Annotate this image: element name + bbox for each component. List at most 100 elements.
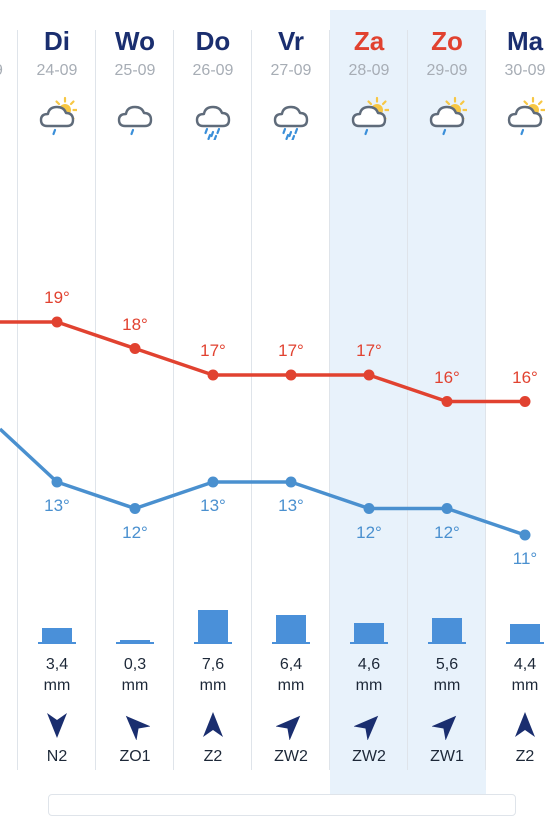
precip-unit: mm: [121, 677, 149, 694]
precip-baseline: [506, 642, 544, 644]
wind-label: Z2: [515, 748, 535, 765]
cloud-drizzle-icon: [115, 96, 155, 136]
high-temp-label: 17°: [200, 341, 226, 360]
precip-unit: mm: [199, 677, 227, 694]
low-temp-label: 12°: [434, 522, 460, 542]
day-name: Wo: [115, 26, 155, 56]
day-date: 27-09: [270, 62, 312, 79]
day-column-wo[interactable]: Wo 25-09 18° 12° 0,3 mm ZO1: [96, 0, 174, 800]
high-temp-point: [363, 369, 375, 381]
wind-label: ZW2: [352, 748, 386, 765]
precip-baseline: [38, 642, 76, 644]
wind-direction-arrow-icon: [353, 710, 384, 741]
day-date: 30-09: [504, 62, 546, 79]
precip-value: 3,4: [45, 656, 69, 673]
high-temp-label: 16°: [512, 367, 538, 387]
high-temp-label: 17°: [278, 341, 304, 360]
high-temp-line: [0, 320, 525, 404]
day-name: Ma: [506, 26, 544, 56]
wind-label: ZW2: [274, 748, 308, 765]
high-temp-point: [207, 369, 219, 381]
low-temp-label: 12°: [122, 522, 148, 542]
day-column-vr[interactable]: Vr 27-09 17° 13° 6,4 mm ZW2: [252, 0, 330, 800]
low-temp-label: 13°: [200, 496, 226, 515]
partly-cloudy-sun-drizzle-icon: [349, 96, 391, 136]
precip-value: 0,3: [123, 656, 147, 673]
column-divider: [17, 30, 18, 770]
precip-bar: [198, 610, 228, 642]
low-temp-point: [129, 503, 141, 514]
day-column-do[interactable]: Do 26-09 17° 13° 7,6 mm Z2: [174, 0, 252, 800]
wind-label: ZW1: [430, 748, 464, 765]
day-column-za[interactable]: Za 28-09 17° 12° 4,6 mm ZW2: [330, 0, 408, 800]
precip-bar: [510, 623, 540, 642]
details-panel-edge: [48, 794, 516, 816]
precip-bar: [354, 622, 384, 642]
precip-baseline: [116, 642, 154, 644]
wind-direction-arrow-icon: [120, 710, 151, 741]
precip-value: 6,4: [279, 656, 303, 673]
high-temp-label: 19°: [44, 288, 70, 307]
day-column-di[interactable]: Di 24-09 19° 13° 3,4 mm N2: [18, 0, 96, 800]
precip-bar: [432, 618, 462, 642]
low-temp-point: [207, 476, 219, 488]
precip-unit: mm: [355, 677, 383, 694]
day-column-ma[interactable]: Ma 30-09 16° 11° 4,4 mm Z2: [486, 0, 560, 800]
low-temp-label: 12°: [356, 522, 382, 542]
precip-unit: mm: [433, 677, 461, 694]
day-name: Di: [44, 26, 70, 56]
high-temp-point: [51, 316, 63, 328]
wind-label: ZO1: [119, 748, 151, 765]
precip-bar: [42, 627, 72, 642]
low-temp-point: [519, 529, 531, 541]
column-divider: [407, 30, 408, 770]
precip-value: 4,4: [513, 656, 537, 673]
precip-value: 4,6: [357, 656, 381, 673]
low-temp-label: 13°: [278, 496, 304, 515]
precip-bar: [276, 615, 306, 642]
wind-direction-arrow-icon: [275, 710, 306, 741]
day-date: 25-09: [114, 62, 156, 79]
low-temp-label: 11°: [512, 549, 538, 568]
high-temp-point: [129, 343, 141, 354]
partly-cloudy-sun-drizzle-icon: [505, 96, 547, 136]
weekend-highlight: [330, 10, 486, 800]
precip-baseline: [272, 642, 310, 644]
day-date: 29-09: [426, 62, 468, 79]
day-date: 24-09: [36, 62, 78, 79]
high-temp-label: 16°: [434, 367, 460, 387]
cloud-heavy-rain-icon: [271, 96, 311, 142]
wind-label: Z2: [203, 748, 223, 765]
previous-day-date-fragment: 9: [0, 62, 3, 80]
high-temp-point: [519, 396, 531, 407]
wind-direction-arrow-icon: [431, 710, 462, 741]
high-temp-label: 18°: [122, 314, 148, 334]
high-temp-label: 17°: [356, 341, 382, 360]
precip-unit: mm: [511, 677, 539, 694]
cloud-heavy-rain-icon: [193, 96, 233, 142]
day-date: 26-09: [192, 62, 234, 79]
wind-direction-arrow-icon: [510, 710, 540, 740]
precip-baseline: [350, 642, 388, 644]
partly-cloudy-sun-drizzle-icon: [427, 96, 469, 136]
day-column-zo[interactable]: Zo 29-09 16° 12° 5,6 mm ZW1: [408, 0, 486, 800]
precip-value: 5,6: [435, 656, 459, 673]
wind-direction-arrow-icon: [198, 710, 228, 740]
low-temp-point: [51, 476, 63, 488]
low-temp-label: 13°: [44, 496, 70, 515]
wind-direction-arrow-icon: [42, 710, 72, 740]
low-temp-point: [441, 503, 453, 514]
precip-value: 7,6: [201, 656, 225, 673]
day-name: Za: [353, 26, 385, 56]
day-name: Do: [195, 26, 231, 56]
precip-unit: mm: [277, 677, 305, 694]
column-divider: [173, 30, 174, 770]
high-temp-point: [441, 396, 453, 407]
day-name: Zo: [431, 26, 463, 56]
day-name: Vr: [277, 26, 305, 56]
precip-baseline: [428, 642, 466, 644]
high-temp-point: [285, 369, 297, 381]
precip-unit: mm: [43, 677, 71, 694]
column-divider: [251, 30, 252, 770]
